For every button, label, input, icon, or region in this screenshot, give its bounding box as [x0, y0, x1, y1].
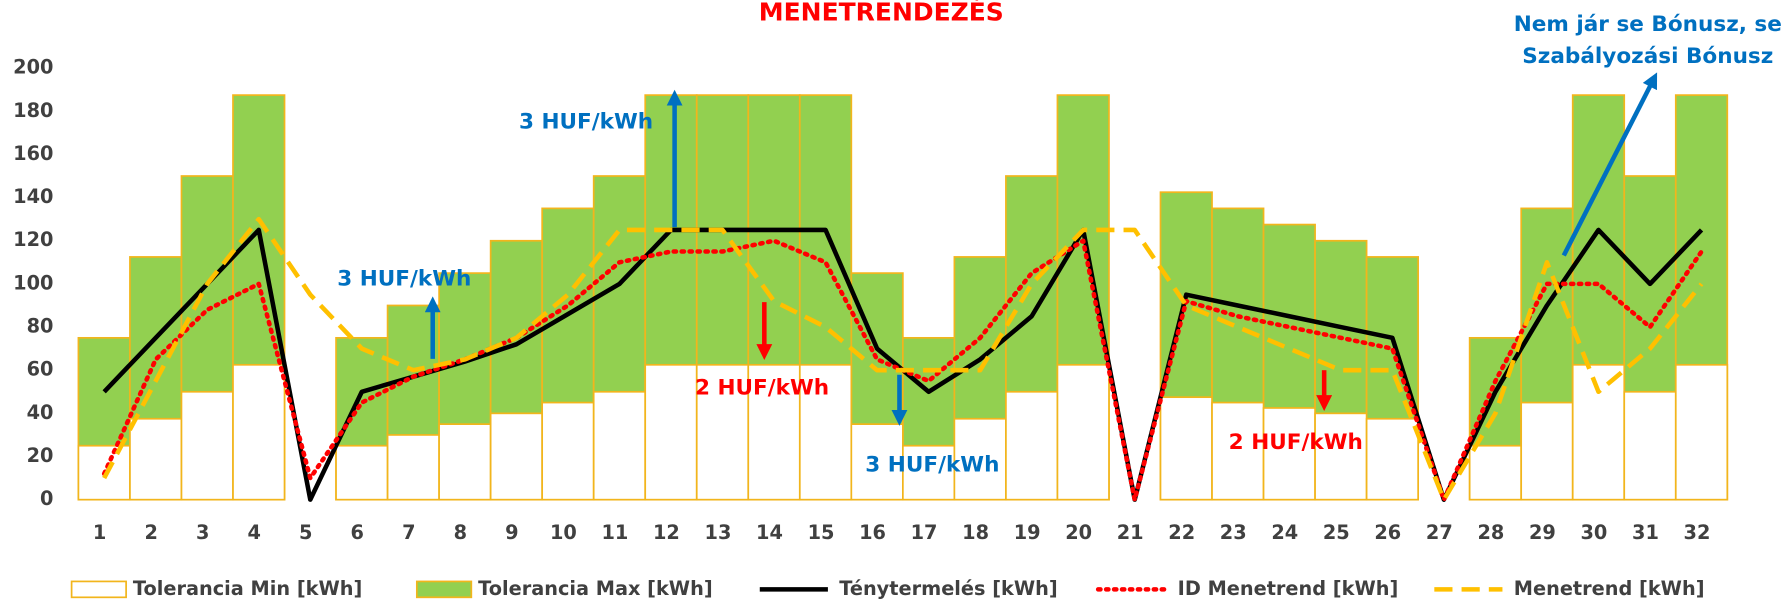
arrow — [1561, 72, 1658, 257]
x-tick-label: 9 — [505, 521, 518, 544]
x-tick-label: 30 — [1581, 521, 1608, 544]
y-tick-label: 120 — [13, 228, 53, 251]
legend-label: Menetrend [kWh] — [1514, 577, 1705, 600]
x-tick-label: 4 — [248, 521, 261, 544]
x-tick-label: 10 — [550, 521, 577, 544]
x-tick-label: 16 — [859, 521, 886, 544]
bar — [1211, 401, 1265, 501]
bar — [1314, 412, 1368, 501]
x-tick-label: 23 — [1220, 521, 1247, 544]
annotation: Nem jár se Bónusz, se — [1514, 12, 1782, 37]
x-tick-label: 31 — [1632, 521, 1659, 544]
x-tick-label: 11 — [601, 521, 628, 544]
y-tick-label: 100 — [13, 271, 53, 294]
bar — [695, 363, 750, 501]
bar — [1005, 390, 1059, 501]
x-tick-label: 19 — [1014, 521, 1041, 544]
bar — [1056, 363, 1110, 501]
bar — [129, 417, 183, 501]
x-tick-label: 3 — [196, 521, 209, 544]
annotation: 3 HUF/kWh — [865, 453, 999, 478]
annotation: 2 HUF/kWh — [695, 375, 829, 400]
bar — [1674, 363, 1729, 501]
x-tick-label: 15 — [808, 521, 835, 544]
line-series — [102, 216, 1704, 502]
x-tick-label: 20 — [1065, 521, 1092, 544]
bar — [902, 444, 956, 501]
y-tick-label: 20 — [27, 444, 54, 467]
annotation: Szabályozási Bónusz — [1522, 44, 1773, 69]
x-tick-label: 1 — [93, 521, 106, 544]
bar — [644, 363, 698, 501]
chart-title: MENETRENDEZÉS — [759, 0, 1004, 27]
x-tick-label: 25 — [1323, 521, 1350, 544]
x-tick-label: 32 — [1684, 521, 1711, 544]
bar — [489, 412, 544, 501]
bar — [1159, 396, 1213, 501]
y-tick-label: 40 — [27, 401, 54, 424]
bar — [335, 444, 389, 501]
x-tick-label: 14 — [756, 521, 783, 544]
annotation: 3 HUF/kWh — [519, 110, 653, 135]
y-tick-label: 140 — [13, 185, 53, 208]
y-tick-label: 200 — [13, 56, 53, 79]
bar — [592, 390, 647, 501]
bar — [1365, 417, 1419, 501]
bar — [1262, 407, 1316, 501]
y-tick-label: 60 — [27, 358, 54, 381]
x-tick-label: 6 — [351, 521, 364, 544]
y-tick-label: 0 — [40, 487, 53, 510]
bar — [1468, 444, 1523, 501]
arrows — [424, 72, 1658, 426]
bar — [953, 417, 1007, 501]
x-tick-label: 22 — [1168, 521, 1195, 544]
legend-label: Ténytermelés [kWh] — [839, 577, 1057, 600]
x-tick-label: 24 — [1271, 521, 1298, 544]
x-tick-label: 12 — [653, 521, 680, 544]
legend-swatch — [70, 580, 127, 599]
x-tick-label: 21 — [1117, 521, 1144, 544]
bar — [541, 401, 595, 501]
annotation: 2 HUF/kWh — [1229, 430, 1363, 455]
y-tick-label: 80 — [27, 315, 54, 338]
bar — [850, 423, 904, 501]
x-tick-label: 28 — [1477, 521, 1504, 544]
legend-label: ID Menetrend [kWh] — [1178, 577, 1399, 600]
legend-label: Tolerancia Min [kWh] — [133, 577, 362, 600]
legend-swatch — [415, 580, 473, 599]
bar — [232, 363, 286, 501]
bar — [438, 423, 492, 501]
bar — [1623, 390, 1677, 501]
bar — [1520, 401, 1574, 501]
x-tick-label: 17 — [911, 521, 938, 544]
legend-label: Tolerancia Max [kWh] — [478, 577, 713, 600]
x-tick-label: 13 — [705, 521, 732, 544]
bar — [386, 434, 440, 501]
x-tick-label: 29 — [1529, 521, 1556, 544]
bar — [180, 390, 234, 501]
x-tick-label: 5 — [299, 521, 312, 544]
x-tick-label: 27 — [1426, 521, 1453, 544]
x-tick-label: 18 — [962, 521, 989, 544]
y-tick-label: 180 — [13, 99, 53, 122]
y-tick-label: 160 — [13, 142, 53, 165]
x-tick-label: 2 — [144, 521, 157, 544]
x-tick-label: 7 — [402, 521, 415, 544]
x-tick-label: 26 — [1374, 521, 1401, 544]
annotation: 3 HUF/kWh — [337, 266, 471, 291]
bar — [1571, 363, 1626, 501]
x-tick-label: 8 — [454, 521, 467, 544]
